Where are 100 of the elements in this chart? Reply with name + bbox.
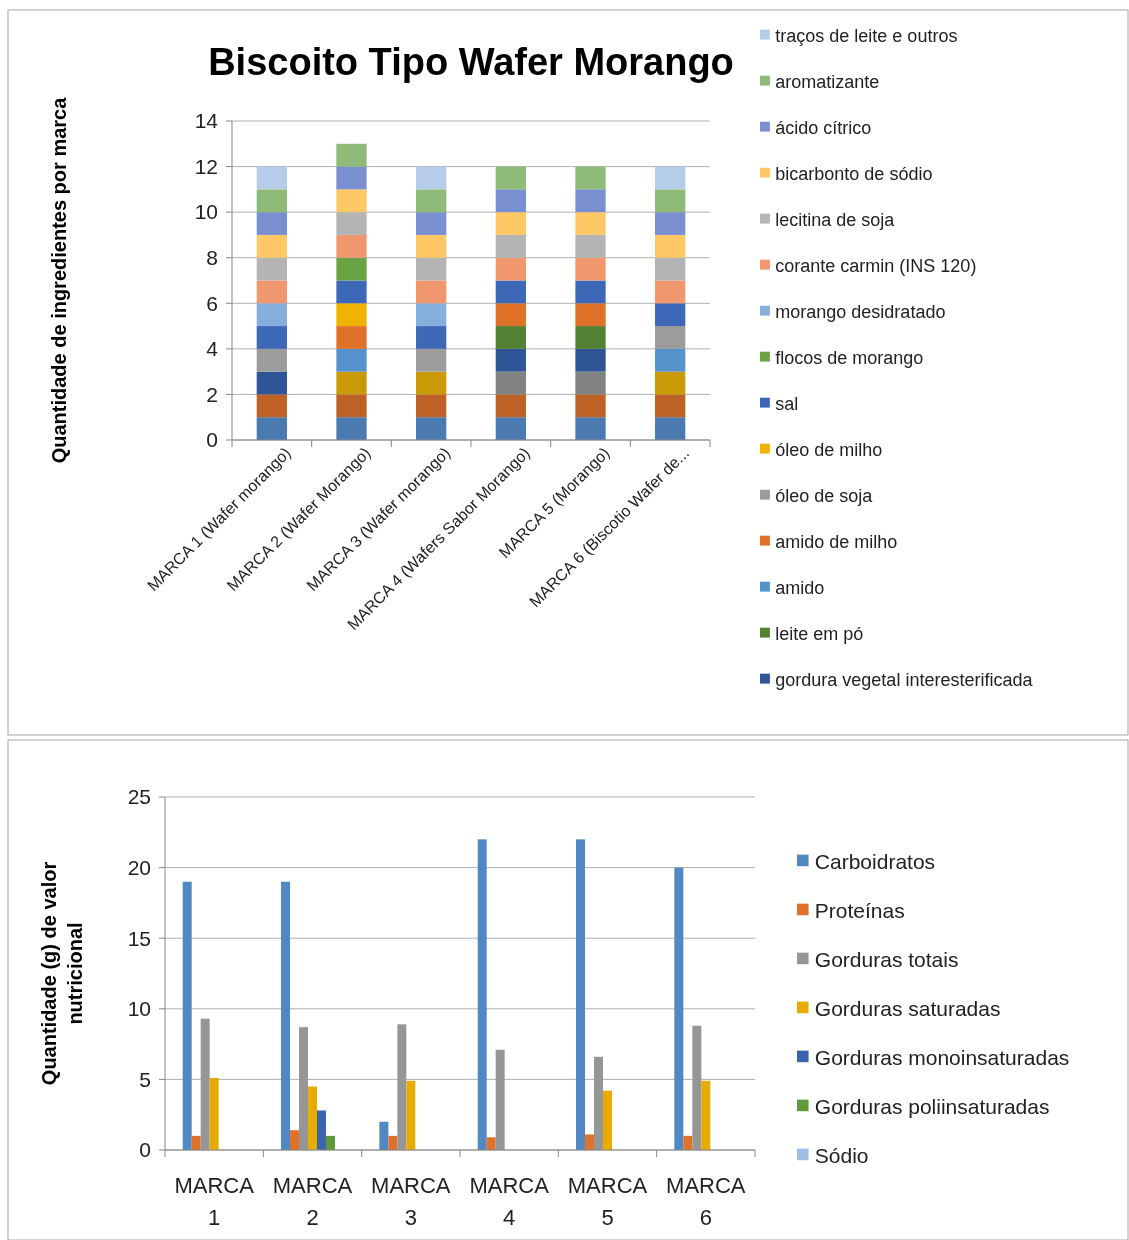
bar	[495, 326, 526, 349]
bar	[495, 371, 526, 395]
y-axis-title: Quantidade (g) de valor nutricional	[38, 861, 86, 1086]
bar	[701, 1080, 711, 1150]
bar	[495, 303, 526, 327]
bar	[674, 867, 684, 1150]
bar	[495, 280, 526, 304]
bar	[575, 189, 606, 213]
bar	[416, 212, 447, 235]
y-tick-label: 10	[127, 997, 151, 1021]
bar	[256, 303, 287, 327]
bar	[477, 839, 487, 1150]
bar	[336, 417, 367, 440]
bar	[655, 371, 686, 395]
bar	[575, 371, 606, 395]
y-tick-label: 20	[127, 855, 151, 879]
bar	[406, 1080, 416, 1150]
y-tick-label: 2	[206, 382, 218, 406]
bar	[388, 1135, 398, 1150]
legend-label: amido	[775, 578, 825, 599]
x-tick-label: MARCA 5	[567, 1173, 648, 1230]
bar	[416, 371, 447, 395]
bar	[336, 280, 367, 304]
bar	[495, 1049, 505, 1150]
bar	[209, 1077, 219, 1150]
bar	[486, 1137, 496, 1150]
bar	[256, 257, 287, 281]
bar	[336, 371, 367, 395]
bar	[495, 166, 526, 190]
legend-label: amido de milho	[775, 532, 898, 553]
bar	[495, 212, 526, 235]
bar	[655, 212, 686, 235]
chart-title: Biscoito Tipo Wafer Morango	[208, 41, 734, 83]
bar	[575, 257, 606, 281]
x-tick-label: MARCA 4	[469, 1173, 550, 1230]
bar	[655, 326, 686, 349]
legend-label: lecitina de soja	[775, 210, 896, 231]
legend-label: Sódio	[814, 1144, 869, 1168]
legend-label: corante carmin (INS 120)	[775, 256, 977, 277]
bar	[256, 394, 287, 418]
bar	[655, 257, 686, 281]
bar	[336, 348, 367, 372]
bar	[256, 189, 287, 213]
legend-label: Gorduras poliinsaturadas	[814, 1095, 1050, 1119]
bar	[575, 348, 606, 372]
bar	[575, 212, 606, 235]
bar	[281, 881, 291, 1150]
bar	[655, 166, 686, 190]
bar	[594, 1056, 603, 1150]
bar	[336, 303, 367, 327]
y-tick-label: 6	[206, 291, 218, 315]
y-tick-label: 12	[194, 154, 218, 178]
bar	[575, 417, 606, 440]
y-tick-label: 4	[206, 337, 219, 361]
bar	[191, 1135, 201, 1150]
bar	[256, 326, 287, 349]
bar	[336, 257, 367, 281]
bar	[655, 303, 686, 327]
bar	[575, 280, 606, 304]
bar	[655, 417, 686, 440]
bar	[495, 257, 526, 281]
bar	[683, 1135, 693, 1150]
y-tick-label: 5	[139, 1067, 151, 1091]
legend-label: Gorduras monoinsaturadas	[814, 1046, 1070, 1070]
legend-label: Proteínas	[814, 899, 905, 923]
bar	[336, 234, 367, 258]
bar	[256, 166, 287, 190]
bar	[416, 303, 447, 327]
legend-label: flocos de morango	[775, 348, 924, 369]
bar	[495, 394, 526, 418]
x-tick-label: MARCA 2	[272, 1173, 353, 1230]
x-tick-label: MARCA 1	[174, 1173, 255, 1230]
bar	[575, 394, 606, 418]
bar	[416, 280, 447, 304]
legend-label: Gorduras totais	[814, 948, 959, 972]
bar	[495, 189, 526, 213]
y-tick-label: 14	[194, 109, 219, 133]
bar	[325, 1135, 335, 1150]
y-tick-label: 0	[206, 428, 218, 452]
legend-label: Carboidratos	[814, 850, 936, 874]
bar	[655, 348, 686, 372]
y-tick-label: 8	[206, 246, 218, 270]
bar	[655, 234, 686, 258]
bar	[379, 1121, 389, 1150]
bar	[336, 394, 367, 418]
bar	[336, 326, 367, 349]
legend-label: Gorduras saturadas	[814, 997, 1001, 1021]
y-tick-label: 0	[139, 1138, 151, 1162]
bar	[692, 1025, 702, 1150]
legend-label: traços de leite e outros	[775, 26, 958, 47]
bar	[182, 881, 192, 1150]
bar	[655, 189, 686, 213]
bar	[317, 1110, 326, 1150]
bar	[416, 189, 447, 213]
bar	[416, 166, 447, 190]
bar	[416, 394, 447, 418]
bar	[256, 234, 287, 258]
bar	[397, 1024, 407, 1150]
legend-label: bicarbonto de sódio	[775, 164, 933, 185]
bar	[336, 166, 367, 190]
